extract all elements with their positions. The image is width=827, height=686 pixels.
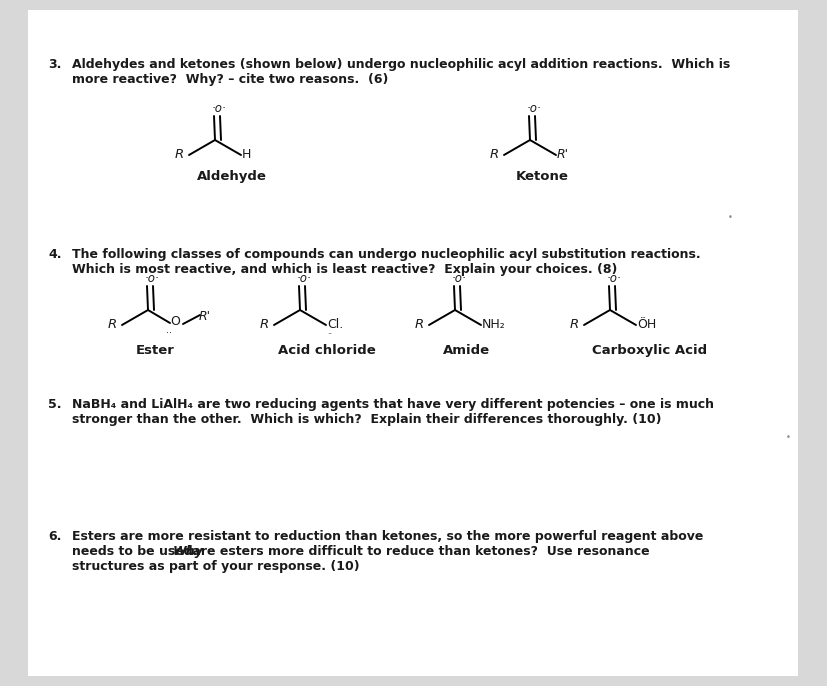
Text: 4.: 4. (48, 248, 61, 261)
Text: Acid chloride: Acid chloride (278, 344, 375, 357)
Text: Which is most reactive, and which is least reactive?  Explain your choices. (8): Which is most reactive, and which is lea… (72, 263, 617, 276)
Text: Ketone: Ketone (515, 170, 568, 183)
Text: R': R' (557, 148, 568, 161)
Text: 5.: 5. (48, 398, 61, 411)
Text: ·o·: ·o· (297, 272, 312, 285)
Text: Why: Why (172, 545, 203, 558)
Text: The following classes of compounds can undergo nucleophilic acyl substitution re: The following classes of compounds can u… (72, 248, 700, 261)
Text: NH₂: NH₂ (481, 318, 505, 331)
Text: ·o·: ·o· (145, 272, 160, 285)
Text: O: O (170, 315, 179, 328)
Text: ·o·: ·o· (212, 102, 227, 115)
Text: Cl.: Cl. (327, 318, 343, 331)
Text: are esters more difficult to reduce than ketones?  Use resonance: are esters more difficult to reduce than… (188, 545, 649, 558)
Text: NaBH₄ and LiAlH₄ are two reducing agents that have very different potencies – on: NaBH₄ and LiAlH₄ are two reducing agents… (72, 398, 713, 411)
Text: R: R (569, 318, 579, 331)
Text: R: R (174, 148, 184, 161)
Text: Aldehydes and ketones (shown below) undergo nucleophilic acyl addition reactions: Aldehydes and ketones (shown below) unde… (72, 58, 729, 71)
Text: ·o·: ·o· (526, 102, 541, 115)
Text: ÖH: ÖH (636, 318, 656, 331)
Text: ··: ·· (165, 328, 172, 338)
Text: ··: ·· (327, 330, 332, 339)
Text: Esters are more resistant to reduction than ketones, so the more powerful reagen: Esters are more resistant to reduction t… (72, 530, 702, 543)
Text: Ester: Ester (136, 344, 174, 357)
Text: R': R' (198, 310, 211, 323)
Text: 3.: 3. (48, 58, 61, 71)
Text: R: R (108, 318, 117, 331)
Text: R: R (414, 318, 423, 331)
Text: structures as part of your response. (10): structures as part of your response. (10… (72, 560, 359, 573)
Text: Aldehyde: Aldehyde (197, 170, 266, 183)
Text: H: H (241, 148, 251, 161)
Text: Carboxylic Acid: Carboxylic Acid (591, 344, 706, 357)
Text: •: • (727, 213, 732, 222)
Text: 6.: 6. (48, 530, 61, 543)
Text: R: R (260, 318, 269, 331)
Text: ·o·: ·o· (452, 272, 466, 285)
Text: stronger than the other.  Which is which?  Explain their differences thoroughly.: stronger than the other. Which is which?… (72, 413, 661, 426)
Text: more reactive?  Why? – cite two reasons.  (6): more reactive? Why? – cite two reasons. … (72, 73, 388, 86)
Text: Amide: Amide (442, 344, 490, 357)
Text: ·o·: ·o· (606, 272, 621, 285)
Text: needs to be used.: needs to be used. (72, 545, 206, 558)
Text: R: R (490, 148, 499, 161)
Text: •: • (785, 433, 790, 442)
